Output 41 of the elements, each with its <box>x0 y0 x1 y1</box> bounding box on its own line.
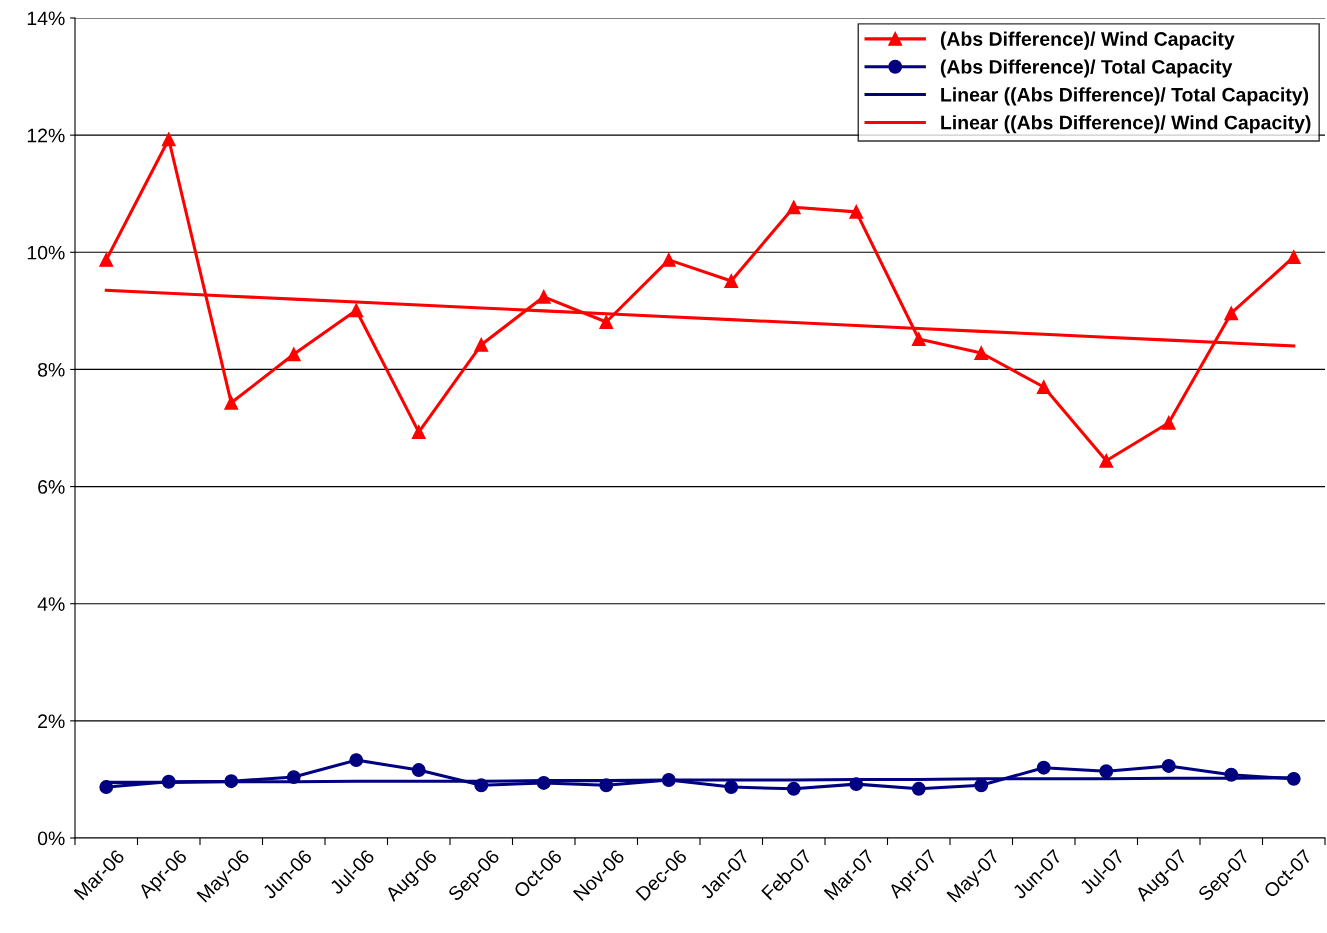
legend-label: Linear ((Abs Difference)/ Wind Capacity) <box>941 115 1311 134</box>
point <box>849 204 864 219</box>
point <box>1286 250 1301 264</box>
point <box>974 778 989 793</box>
point <box>911 781 926 796</box>
point <box>1161 759 1176 773</box>
legend-label: Linear ((Abs Difference)/ Total Capacity) <box>941 87 1309 106</box>
point <box>1036 760 1051 775</box>
point <box>536 289 551 304</box>
y-tick-label: 4% <box>37 597 65 611</box>
point <box>1099 453 1114 468</box>
point <box>224 395 239 410</box>
point <box>1036 380 1051 394</box>
point <box>661 252 676 267</box>
point <box>411 763 426 778</box>
point <box>349 753 364 768</box>
point <box>724 780 739 794</box>
y-tick-label: 2% <box>38 714 65 729</box>
point <box>99 252 114 267</box>
point <box>411 425 426 440</box>
legend-label: (Abs Difference)/ Total Capacity <box>940 59 1233 78</box>
point <box>786 200 801 215</box>
y-tick-label: 14% <box>27 11 65 26</box>
y-tick-label: 6% <box>38 480 65 494</box>
point <box>161 132 176 147</box>
point <box>474 337 489 352</box>
point <box>286 347 301 362</box>
y-tick-label: 0% <box>37 831 65 846</box>
point <box>599 315 614 329</box>
point <box>349 303 364 318</box>
legend-label: (Abs Difference)/ Wind Capacity <box>940 31 1235 50</box>
point <box>974 346 989 360</box>
y-tick-label: 12% <box>27 128 65 143</box>
y-tick-label: 10% <box>27 245 65 260</box>
point <box>1161 415 1176 430</box>
point <box>911 332 926 346</box>
point <box>786 781 801 796</box>
point <box>1099 764 1114 779</box>
point <box>724 274 739 288</box>
y-tick-label: 8% <box>38 362 65 377</box>
point <box>1224 306 1239 321</box>
